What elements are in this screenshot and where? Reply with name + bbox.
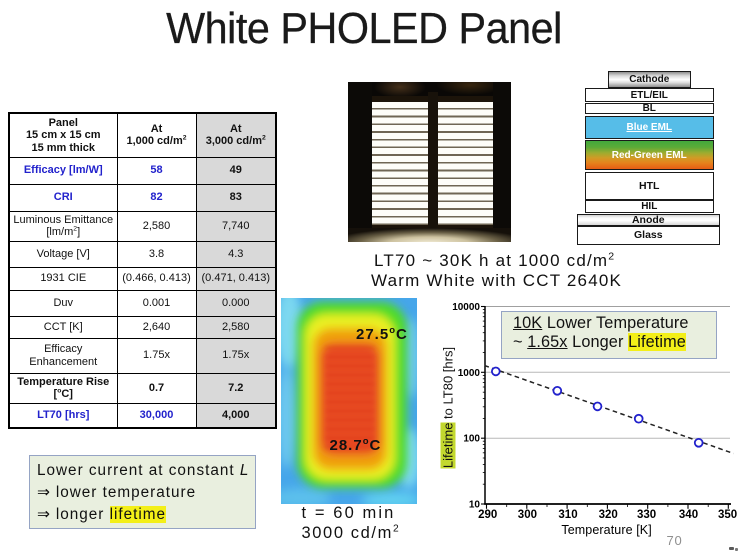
- svg-text:340: 340: [679, 509, 698, 521]
- svg-text:310: 310: [558, 509, 577, 521]
- svg-text:100: 100: [463, 434, 480, 445]
- svg-text:350: 350: [718, 509, 737, 521]
- svg-text:290: 290: [478, 509, 497, 521]
- svg-text:330: 330: [637, 509, 656, 521]
- svg-text:320: 320: [599, 509, 618, 521]
- svg-text:Temperature [K]: Temperature [K]: [561, 523, 651, 537]
- svg-text:1000: 1000: [458, 368, 481, 379]
- svg-text:10: 10: [469, 500, 481, 511]
- svg-text:10000: 10000: [452, 302, 480, 313]
- svg-text:300: 300: [518, 509, 537, 521]
